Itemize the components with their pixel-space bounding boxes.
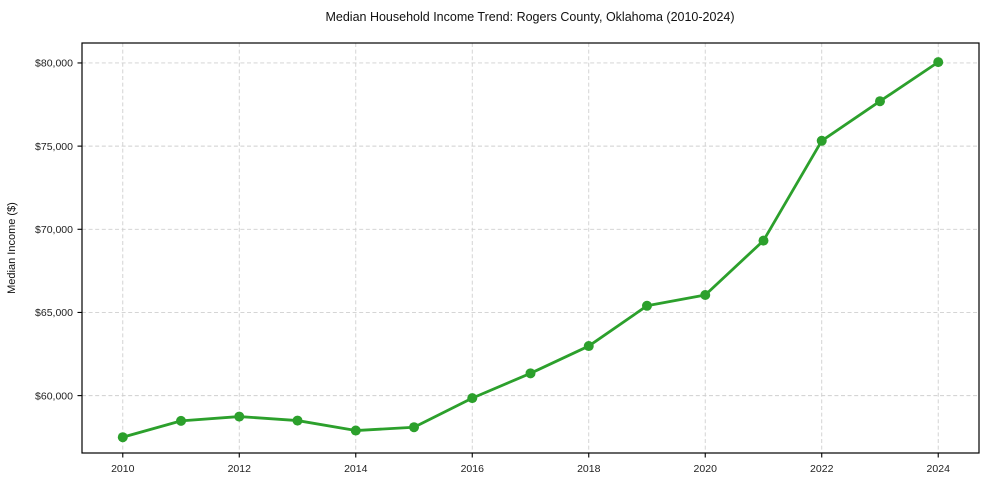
x-tick-label: 2012 bbox=[228, 463, 252, 475]
x-tick-label: 2010 bbox=[111, 463, 135, 475]
data-point-2011 bbox=[176, 415, 187, 426]
x-tick-label: 2020 bbox=[694, 463, 718, 475]
series-layer bbox=[117, 57, 944, 443]
y-tick-label: $70,000 bbox=[35, 224, 73, 236]
data-point-2014 bbox=[350, 425, 361, 436]
data-point-2021 bbox=[758, 235, 769, 246]
x-tick-label: 2022 bbox=[810, 463, 834, 475]
data-point-2024 bbox=[933, 57, 944, 68]
x-tick-label: 2016 bbox=[461, 463, 485, 475]
data-point-2022 bbox=[816, 135, 827, 146]
data-point-2023 bbox=[874, 96, 885, 107]
data-point-2019 bbox=[641, 300, 652, 311]
grid-layer bbox=[82, 43, 979, 453]
y-axis-label: Median Income ($) bbox=[6, 202, 18, 294]
data-point-2015 bbox=[409, 422, 420, 433]
y-tick-label: $60,000 bbox=[35, 390, 73, 402]
data-point-2010 bbox=[117, 432, 128, 443]
y-tick-label: $80,000 bbox=[35, 58, 73, 70]
y-tick-label: $65,000 bbox=[35, 307, 73, 319]
x-tick-label: 2018 bbox=[577, 463, 601, 475]
data-point-2013 bbox=[292, 415, 303, 426]
data-point-2012 bbox=[234, 411, 245, 422]
x-tick-label: 2024 bbox=[927, 463, 951, 475]
chart-title: Median Household Income Trend: Rogers Co… bbox=[325, 10, 734, 24]
data-point-2016 bbox=[467, 393, 478, 404]
trend-line bbox=[121, 60, 940, 439]
y-tick-label: $75,000 bbox=[35, 141, 73, 153]
x-tick-label: 2014 bbox=[344, 463, 368, 475]
plot-border bbox=[81, 42, 980, 454]
tick-layer: $60,000 $65,000 $70,000 $75,000 $80,000 2010 2… bbox=[35, 58, 950, 475]
data-point-2018 bbox=[583, 341, 594, 352]
data-point-2020 bbox=[700, 289, 711, 300]
data-point-2017 bbox=[525, 368, 536, 379]
